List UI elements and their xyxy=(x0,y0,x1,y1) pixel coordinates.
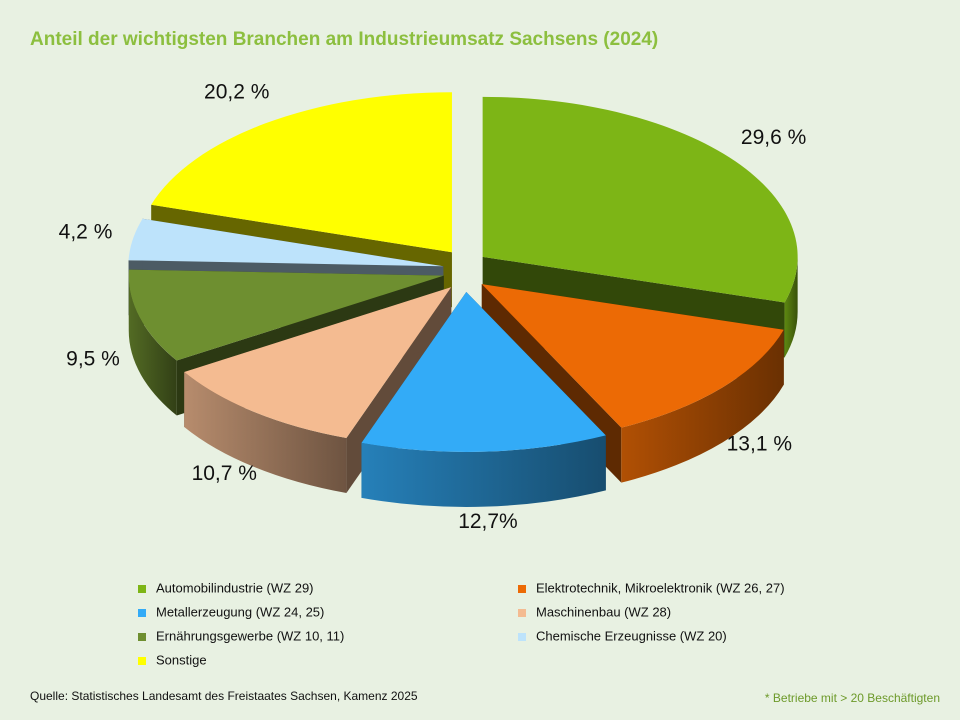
data-label: 13,1 % xyxy=(727,432,792,455)
legend-label: Ernährungsgewerbe (WZ 10, 11) xyxy=(156,628,344,643)
legend-swatch xyxy=(138,609,146,617)
slice xyxy=(184,287,452,439)
chart-title: Anteil der wichtigsten Branchen am Indus… xyxy=(30,29,658,50)
slice-wall xyxy=(621,329,784,483)
slice-wall xyxy=(128,275,177,416)
slice-wall xyxy=(184,372,347,494)
data-label: 9,5 % xyxy=(66,347,120,370)
data-label: 4,2 % xyxy=(59,220,113,243)
slice xyxy=(128,218,444,267)
data-label: 20,2 % xyxy=(204,80,269,103)
data-label: 12,7% xyxy=(458,510,518,533)
source: Quelle: Statistisches Landesamt des Frei… xyxy=(30,689,418,703)
slice xyxy=(481,284,784,428)
legend-label: Automobilindustrie (WZ 29) xyxy=(156,580,314,595)
slice xyxy=(151,92,452,253)
pie: 29,6 % 13,1 % 12,7% 10,7 % 9,5 % 4,2 % 20,2 % xyxy=(59,80,807,533)
slice-wall xyxy=(361,435,606,507)
legend: Automobilindustrie (WZ 29) Elektrotechnik… xyxy=(138,580,785,667)
legend-label: Metallerzeugung (WZ 24, 25) xyxy=(156,604,324,619)
legend-swatch xyxy=(518,633,526,641)
data-label: 29,6 % xyxy=(741,126,806,149)
legend-swatch xyxy=(518,609,526,617)
legend-swatch xyxy=(518,585,526,593)
slice xyxy=(128,269,444,361)
legend-swatch xyxy=(138,585,146,593)
legend-label: Maschinenbau (WZ 28) xyxy=(536,604,671,619)
footnote: * Betriebe mit > 20 Beschäftigten xyxy=(765,691,940,705)
slice-wall xyxy=(784,256,798,358)
legend-label: Chemische Erzeugnisse (WZ 20) xyxy=(536,628,727,643)
legend-swatch xyxy=(138,633,146,641)
legend-swatch xyxy=(138,657,146,665)
legend-label: Elektrotechnik, Mikroelektronik (WZ 26, … xyxy=(536,580,785,595)
slice xyxy=(361,291,606,452)
data-label: 10,7 % xyxy=(192,462,257,485)
legend-label: Sonstige xyxy=(156,652,207,667)
slice xyxy=(482,96,798,303)
